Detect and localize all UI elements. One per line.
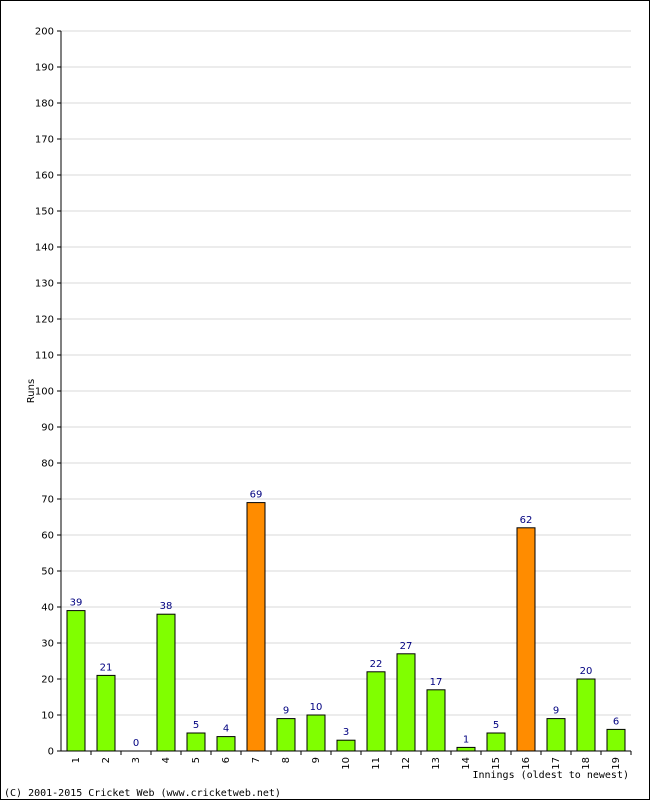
- y-tick-label: 60: [41, 531, 54, 542]
- x-tick-label: 6: [221, 757, 232, 763]
- y-tick-label: 80: [41, 459, 54, 470]
- grid-lines: [61, 30, 631, 716]
- y-tick-label: 130: [35, 279, 54, 290]
- y-tick-label: 0: [48, 747, 54, 758]
- data-label: 5: [193, 720, 199, 731]
- data-label: 6: [613, 716, 619, 727]
- bar: [456, 746, 476, 752]
- x-tick-label: 2: [101, 757, 112, 763]
- data-label: 17: [430, 677, 443, 688]
- bar: [426, 689, 446, 752]
- data-label: 38: [160, 601, 173, 612]
- y-tick-label: 10: [41, 711, 54, 722]
- bar: [606, 728, 626, 752]
- y-tick-label: 160: [35, 171, 54, 182]
- x-tick-label: 19: [611, 757, 622, 770]
- x-tick-label: 9: [311, 757, 322, 763]
- y-tick-label: 50: [41, 567, 54, 578]
- bar: [246, 502, 266, 752]
- bar: [96, 674, 116, 752]
- x-tick-label: 10: [341, 757, 352, 770]
- x-tick-label: 4: [161, 757, 172, 763]
- data-label: 9: [553, 706, 559, 717]
- y-tick-label: 70: [41, 495, 54, 506]
- y-tick-label: 20: [41, 675, 54, 686]
- y-tick-label: 110: [35, 351, 54, 362]
- bar: [336, 739, 356, 752]
- data-label: 20: [580, 666, 593, 677]
- bar: [306, 714, 326, 752]
- bar: [276, 718, 296, 752]
- data-label: 1: [463, 734, 469, 745]
- bar: [396, 653, 416, 752]
- y-tick-label: 200: [35, 27, 54, 38]
- x-tick-label: 15: [491, 757, 502, 770]
- x-tick-label: 1: [71, 757, 82, 763]
- bar: [156, 613, 176, 752]
- bars: [66, 502, 626, 752]
- bar: [216, 736, 236, 752]
- y-tick-label: 190: [35, 63, 54, 74]
- x-tick-label: 16: [521, 757, 532, 770]
- y-axis-label: Runs: [26, 379, 37, 403]
- axes: [57, 30, 632, 755]
- y-tick-label: 100: [35, 387, 54, 398]
- x-tick-label: 18: [581, 757, 592, 770]
- x-tick-label: 8: [281, 757, 292, 763]
- x-tick-label: 17: [551, 757, 562, 770]
- y-tick-label: 150: [35, 207, 54, 218]
- bar: [66, 610, 86, 752]
- x-tick-label: 13: [431, 757, 442, 770]
- data-label: 5: [493, 720, 499, 731]
- x-tick-label: 14: [461, 757, 472, 770]
- x-tick-labels: 1 2 3 4 5 6 7 8 9 10 11 12 13 14 15 16 17 18 19: [71, 757, 622, 770]
- bar: [186, 732, 206, 752]
- y-tick-label: 90: [41, 423, 54, 434]
- data-label: 27: [400, 641, 413, 652]
- x-tick-label: 7: [251, 757, 262, 763]
- x-tick-label: 3: [131, 757, 142, 763]
- bar: [366, 671, 386, 752]
- x-axis-label: Innings (oldest to newest): [472, 770, 629, 781]
- data-labels: 39 21 0 38 5 4 69 9 10 3 22 27 17 1 5 62 9 20 6: [70, 490, 620, 749]
- x-tick-label: 11: [371, 757, 382, 770]
- y-tick-label: 120: [35, 315, 54, 326]
- data-label: 39: [70, 598, 83, 609]
- y-tick-label: 180: [35, 99, 54, 110]
- data-label: 22: [370, 659, 383, 670]
- y-tick-label: 40: [41, 603, 54, 614]
- data-label: 10: [310, 702, 323, 713]
- data-label: 0: [133, 738, 139, 749]
- y-tick-labels: 0 10 20 30 40 50 60 70 80 90 100 110 120 130 140 150 160…: [35, 27, 54, 758]
- data-label: 69: [250, 490, 263, 501]
- data-label: 3: [343, 727, 349, 738]
- y-tick-label: 170: [35, 135, 54, 146]
- bar: [576, 678, 596, 752]
- y-tick-label: 30: [41, 639, 54, 650]
- x-tick-label: 5: [191, 757, 202, 763]
- data-label: 21: [100, 662, 113, 673]
- y-tick-label: 140: [35, 243, 54, 254]
- data-label: 4: [223, 724, 229, 735]
- bar: [486, 732, 506, 752]
- copyright-text: (C) 2001-2015 Cricket Web (www.cricketwe…: [4, 788, 281, 799]
- bar: [546, 718, 566, 752]
- data-label: 9: [283, 706, 289, 717]
- x-tick-label: 12: [401, 757, 412, 770]
- data-label: 62: [520, 515, 533, 526]
- bar: [516, 527, 536, 752]
